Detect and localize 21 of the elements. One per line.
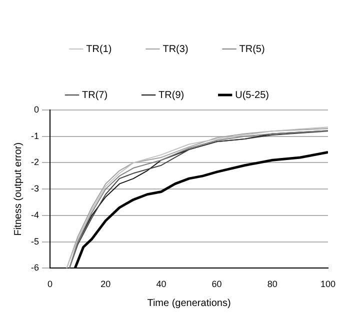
legend-label: TR(5) xyxy=(239,44,265,55)
legend-label: TR(9) xyxy=(158,90,184,101)
y-tick-label: -6 xyxy=(30,262,39,273)
x-tick-label: 100 xyxy=(320,279,336,290)
y-tick-label: -1 xyxy=(30,130,39,141)
y-tick-label: -5 xyxy=(30,236,39,246)
x-tick-label: 60 xyxy=(212,279,222,290)
y-tick-label: -3 xyxy=(30,184,39,194)
y-tick-label: -4 xyxy=(30,210,39,220)
y-axis-title: Fitness (output error) xyxy=(12,142,24,236)
x-tick-label: 40 xyxy=(156,279,166,290)
y-tick-label: -2 xyxy=(30,157,39,168)
x-tick-label: 80 xyxy=(267,279,278,290)
legend-label: TR(3) xyxy=(162,44,188,55)
y-tick-label: 0 xyxy=(34,104,39,114)
legend-label: TR(1) xyxy=(86,44,112,55)
legend-label: U(5-25) xyxy=(235,90,270,101)
x-tick-label: 0 xyxy=(47,279,53,290)
legend-label: TR(7) xyxy=(82,90,108,101)
x-tick-label: 20 xyxy=(100,279,111,290)
x-axis-title: Time (generations) xyxy=(147,298,231,309)
